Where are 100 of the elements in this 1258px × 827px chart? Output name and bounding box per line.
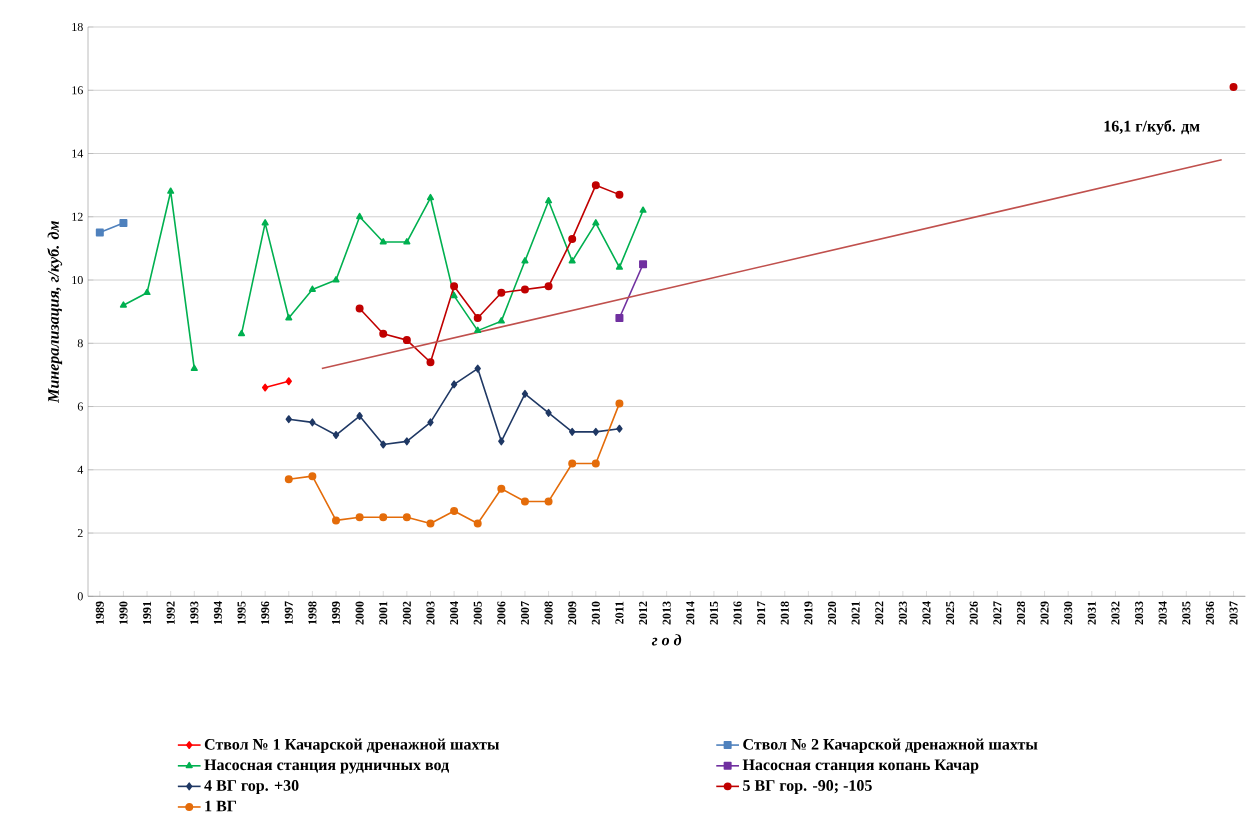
point [285, 415, 292, 424]
point [119, 219, 128, 228]
point [309, 418, 316, 427]
x-tick-label: 2037 [1229, 601, 1238, 625]
point [497, 317, 505, 324]
point [544, 497, 553, 506]
point [119, 301, 127, 308]
x-tick-label: 2030 [1064, 601, 1073, 625]
point [615, 190, 624, 199]
point [450, 380, 458, 389]
point [95, 228, 104, 237]
x-tick-label: 2027 [993, 601, 1002, 625]
point [639, 260, 648, 269]
point [474, 364, 481, 373]
point [332, 431, 340, 440]
point [356, 412, 363, 421]
y-axis-title: Минерализация, г/куб. дм [47, 221, 63, 403]
x-tick-label: 2035 [1182, 601, 1191, 625]
x-tick-label: 2002 [402, 601, 411, 625]
point [402, 513, 411, 522]
x-tick-label: 2007 [520, 601, 530, 625]
point [355, 513, 364, 522]
point [403, 437, 411, 446]
point [356, 212, 364, 220]
point [639, 206, 647, 213]
point [544, 282, 553, 291]
x-tick-label: 2004 [450, 601, 459, 625]
point [450, 291, 458, 299]
x-tick-label: 2016 [733, 601, 742, 625]
legend-label: 4 ВГ гор. +30 [204, 780, 299, 795]
point [355, 304, 364, 313]
point [379, 238, 387, 245]
x-tick-label: 2020 [827, 601, 837, 625]
point [498, 437, 505, 446]
x-tick-label: 2017 [757, 601, 766, 625]
x-tick-label: 1996 [261, 601, 270, 625]
point [450, 506, 459, 515]
x-tick-label: 2014 [686, 601, 695, 625]
point [521, 389, 529, 398]
x-tick-label: 2022 [875, 601, 884, 625]
x-tick-label: 1990 [119, 601, 128, 625]
point [474, 326, 482, 334]
point [450, 282, 459, 291]
point [237, 329, 246, 337]
x-tick-label: 2019 [804, 601, 813, 625]
y-tick-label: 0 [77, 592, 83, 601]
point [380, 440, 387, 449]
y-tick-label: 2 [77, 529, 83, 538]
point [592, 427, 600, 436]
y-tick-label: 12 [72, 212, 83, 221]
y-tick-label: 4 [77, 465, 84, 474]
x-tick-label: 2026 [969, 601, 978, 625]
point [615, 313, 624, 322]
point [403, 238, 411, 245]
point [261, 219, 269, 226]
point [615, 399, 624, 408]
y-tick-label: 18 [72, 22, 83, 32]
x-tick-label: 2033 [1134, 601, 1144, 625]
x-tick-label: 1998 [308, 601, 317, 625]
x-tick-label: 2023 [898, 601, 907, 625]
point [190, 364, 198, 371]
x-tick-label: 2010 [591, 601, 600, 625]
annotation: 16,1 г/куб. дм [1104, 119, 1200, 135]
point [284, 475, 293, 484]
x-tick-label: 2029 [1040, 601, 1049, 625]
x-tick-label: 2008 [544, 601, 553, 625]
y-tick-label: 8 [77, 339, 83, 348]
point [426, 358, 435, 367]
point [568, 459, 577, 468]
x-tick-label: 2009 [568, 601, 577, 625]
x-tick-label: 1994 [213, 601, 222, 625]
x-tick-label: 1995 [237, 601, 246, 625]
x-tick-label: 2031 [1087, 601, 1096, 625]
point [1229, 83, 1238, 92]
legend-label: 5 ВГ гор. -90; -105 [743, 780, 872, 795]
y-tick-label: 10 [72, 275, 83, 285]
point [427, 418, 434, 427]
point [379, 513, 388, 522]
point [261, 383, 269, 392]
x-tick-label: 2025 [946, 601, 955, 625]
x-tick-label: 1991 [143, 601, 152, 625]
x-tick-label: 2034 [1158, 601, 1167, 625]
point [473, 313, 482, 322]
y-tick-label: 6 [77, 402, 83, 411]
x-tick-label: 1993 [190, 601, 199, 625]
x-tick-label: 1999 [331, 601, 341, 625]
point [426, 193, 435, 201]
legend-label: Ствол № 2 Качарской дренажной шахты [743, 738, 1038, 753]
point [592, 219, 600, 226]
x-tick-label: 2006 [497, 601, 506, 625]
point [308, 285, 316, 292]
point [591, 459, 600, 468]
x-tick-label: 2028 [1016, 601, 1026, 625]
point [520, 285, 529, 294]
point [426, 519, 435, 528]
x-tick-label: 1989 [95, 601, 104, 625]
point [308, 472, 317, 481]
x-tick-label: 2015 [709, 601, 718, 625]
point [497, 288, 506, 297]
x-tick-label: 2021 [851, 601, 860, 625]
